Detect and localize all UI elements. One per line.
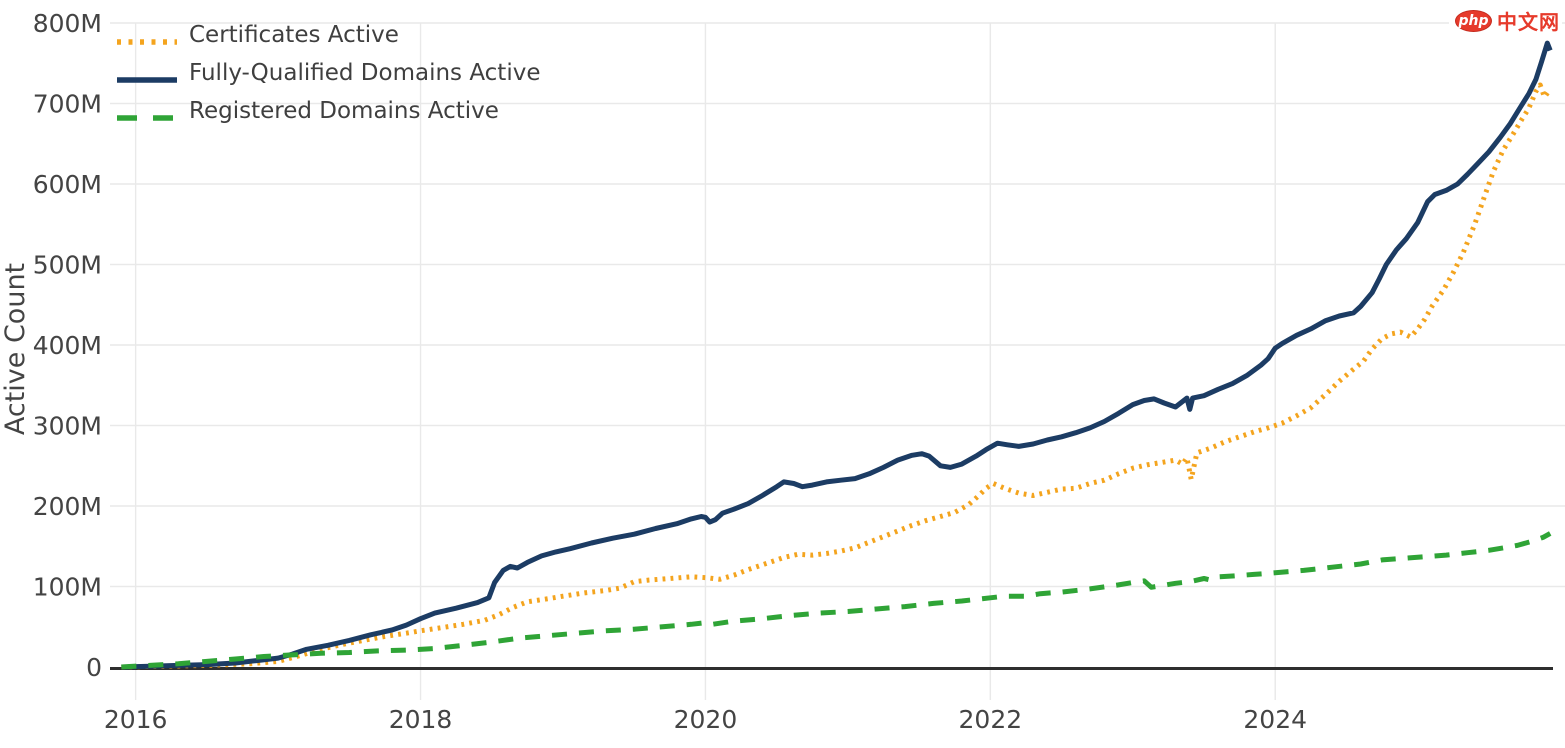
legend: Certificates Active Fully-Qualified Doma… (116, 16, 540, 130)
x-tick-label: 2022 (959, 705, 1023, 734)
legend-label-fully-qualified-domains-active: Fully-Qualified Domains Active (189, 60, 541, 86)
y-tick-label: 400M (33, 331, 102, 360)
series-line-registered-domains-active (121, 531, 1552, 670)
registered-domains-line-sample-icon (116, 107, 178, 121)
php-logo-badge-icon: php (1455, 9, 1492, 32)
y-tick-label: 0 (86, 653, 102, 682)
y-tick-label: 700M (33, 89, 102, 118)
x-tick-label: 2018 (389, 705, 453, 734)
x-tick-label: 2016 (104, 705, 168, 734)
phpcn-logo[interactable]: php 中文网 (1449, 4, 1562, 37)
y-tick-label: 300M (33, 411, 102, 440)
phpcn-logo-text: 中文网 (1497, 10, 1560, 34)
certificates-line-sample-icon (116, 31, 178, 45)
legend-item-certificates-active[interactable]: Certificates Active (116, 16, 540, 54)
legend-item-fully-qualified-domains-active[interactable]: Fully-Qualified Domains Active (116, 54, 540, 92)
x-tick-label: 2024 (1243, 705, 1307, 734)
y-tick-label: 500M (33, 250, 102, 279)
series-line-fully-qualified-domains-active (121, 40, 1553, 670)
y-tick-label: 200M (33, 492, 102, 521)
legend-label-certificates-active: Certificates Active (189, 22, 399, 48)
legend-label-registered-domains-active: Registered Domains Active (189, 98, 499, 124)
y-axis-title: Active Count (0, 263, 31, 435)
y-tick-label: 600M (33, 170, 102, 199)
gridlines (110, 22, 1565, 700)
series-line-certificates-active (121, 82, 1553, 670)
x-tick-label: 2020 (674, 705, 738, 734)
y-tick-label: 100M (33, 572, 102, 601)
legend-item-registered-domains-active[interactable]: Registered Domains Active (116, 92, 540, 130)
fqdn-line-sample-icon (116, 69, 178, 83)
y-tick-label: 800M (33, 9, 102, 38)
